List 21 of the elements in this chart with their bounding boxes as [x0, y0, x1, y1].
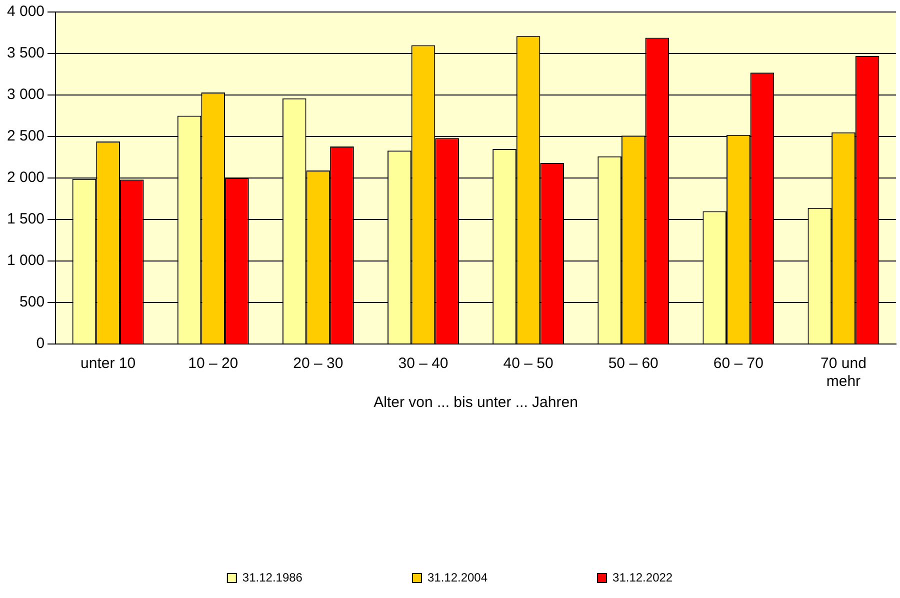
x-tick-label: 60 – 70: [713, 355, 764, 372]
x-tick-label: 10 – 20: [188, 355, 238, 372]
y-tick-label: 2 000: [6, 169, 45, 186]
x-tick-label: unter 10: [80, 355, 136, 372]
y-tick-label: 500: [20, 294, 45, 311]
y-tick-label: 2 500: [6, 128, 45, 145]
legend-label: 31.12.2004: [427, 570, 488, 584]
x-axis-title: Alter von ... bis unter ... Jahren: [374, 394, 578, 412]
y-tick-label: 4 000: [6, 3, 45, 20]
y-tick-label: 1 000: [6, 252, 45, 270]
x-tick-label: 50 – 60: [608, 355, 658, 372]
x-tick-label: 30 – 40: [398, 355, 448, 372]
x-tick-label: 20 – 30: [293, 355, 344, 372]
y-tick-label: 3 000: [6, 86, 45, 104]
x-tick-label: 40 – 50: [503, 355, 554, 372]
x-tick-label: 70 und mehr: [820, 355, 866, 390]
y-tick-label: 3 500: [6, 44, 45, 62]
legend-label: 31.12.1986: [242, 570, 303, 584]
y-tick-label: 0: [36, 335, 45, 352]
y-tick-label: 1 500: [6, 210, 45, 228]
legend-label: 31.12.2022: [612, 570, 673, 584]
